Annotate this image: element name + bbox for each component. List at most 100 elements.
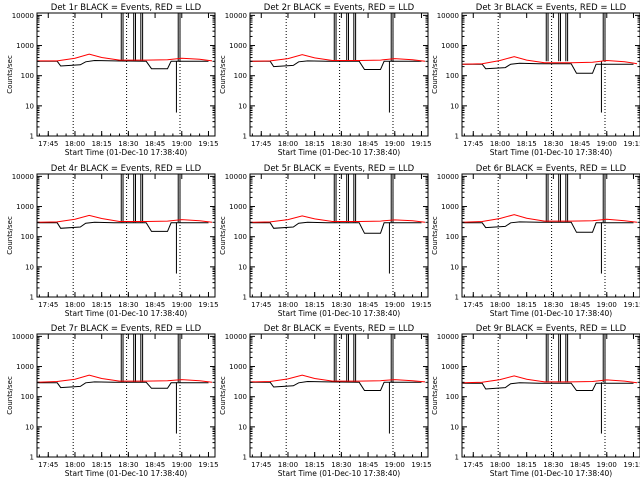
lld-series-line [250,54,426,62]
events-spike [333,13,337,62]
events-spike [120,334,124,383]
x-tick-label: 18:00 [490,301,510,309]
x-tick-label: 18:45 [145,301,165,309]
y-axis-label: Counts/sec [219,55,227,94]
x-tick-label: 19:15 [623,140,640,148]
y-tick-label: 1000 [441,42,459,50]
events-spike [545,13,549,62]
events-spike [545,334,549,383]
x-tick-label: 18:15 [92,301,112,309]
y-tick-label: 1 [455,454,459,462]
y-tick-label: 10000 [12,173,34,181]
x-tick-label: 18:45 [358,461,378,469]
x-axis-label: Start Time (01-Dec-10 17:38:40) [278,148,400,157]
panel-title: Det 4r BLACK = Events, RED = LLD [51,164,202,174]
y-tick-label: 10000 [12,12,34,20]
detector-panel: Det 7r BLACK = Events, RED = LLD 1 10 100 10… [6,324,219,478]
x-tick-label: 18:15 [305,301,325,309]
events-spike [177,334,181,383]
detector-panel: Det 3r BLACK = Events, RED = LLD 1 10 100 10… [431,3,640,157]
events-series-line [37,59,209,70]
x-tick-label: 18:45 [570,301,590,309]
x-tick-label: 19:15 [411,140,431,148]
plot-area [37,174,213,274]
x-tick-label: 18:00 [65,461,85,469]
events-spike [558,174,561,223]
y-axis-label: Counts/sec [431,376,439,415]
x-tick-label: 19:00 [172,140,192,148]
y-tick-label: 10000 [437,333,459,341]
events-spike [353,174,357,223]
events-spike [565,334,569,383]
panel-title: Det 3r BLACK = Events, RED = LLD [476,3,627,13]
plot-frame [36,12,216,137]
y-tick-label: 1000 [441,203,459,211]
events-spike [565,174,569,223]
events-spike [390,13,394,62]
x-axis-label: Start Time (01-Dec-10 17:38:40) [490,469,612,478]
y-tick-label: 10000 [225,333,247,341]
plot-area [462,13,638,113]
detector-panel: Det 4r BLACK = Events, RED = LLD 1 10 100 10… [6,164,219,318]
panel-title: Det 5r BLACK = Events, RED = LLD [264,164,415,174]
x-tick-label: 18:45 [358,301,378,309]
y-tick-label: 1000 [16,363,34,371]
plot-area [462,334,638,434]
x-tick-label: 19:00 [597,461,617,469]
x-tick-label: 18:00 [278,301,298,309]
y-tick-label: 1 [455,133,459,141]
x-tick-label: 18:15 [517,140,537,148]
plot-frame [461,173,640,298]
plot-frame [249,12,429,137]
y-tick-label: 1 [30,454,34,462]
x-tick-label: 18:30 [543,461,563,469]
y-axis-label: Counts/sec [431,216,439,255]
plot-frame [36,333,216,458]
x-tick-label: 19:15 [411,461,431,469]
panel-title: Det 6r BLACK = Events, RED = LLD [476,164,627,174]
x-tick-label: 18:00 [65,140,85,148]
y-tick-label: 1000 [229,203,247,211]
events-series-line [250,60,422,70]
events-spike [333,174,337,223]
y-tick-label: 100 [446,233,459,241]
y-axis-label: Counts/sec [219,216,227,255]
y-tick-label: 100 [234,393,247,401]
x-tick-label: 19:15 [623,301,640,309]
y-tick-label: 100 [446,72,459,80]
detector-panel: Det 9r BLACK = Events, RED = LLD 1 10 100 10… [431,324,640,478]
x-tick-label: 18:15 [305,461,325,469]
x-tick-label: 18:00 [278,140,298,148]
lld-series-line [37,374,213,383]
y-tick-label: 10 [25,263,34,271]
events-spike [133,174,136,223]
y-tick-label: 10000 [12,333,34,341]
y-tick-label: 10 [450,102,459,110]
x-axis-label: Start Time (01-Dec-10 17:38:40) [278,309,400,318]
detector-panel: Det 2r BLACK = Events, RED = LLD 1 10 100 10… [219,3,432,157]
x-tick-label: 18:45 [145,140,165,148]
y-tick-label: 1 [30,133,34,141]
x-axis-label: Start Time (01-Dec-10 17:38:40) [490,309,612,318]
y-tick-label: 10000 [225,12,247,20]
x-tick-label: 18:45 [570,140,590,148]
events-spike [353,13,357,62]
y-tick-label: 1000 [229,363,247,371]
plot-area [250,334,426,434]
plot-area [37,13,213,113]
y-tick-label: 1 [455,294,459,302]
lld-series-line [462,375,638,384]
events-spike [346,334,349,383]
lld-series-line [250,215,426,223]
lld-series-line [37,53,213,62]
events-spike [133,13,136,62]
x-tick-label: 19:15 [198,461,218,469]
x-tick-label: 18:00 [490,140,510,148]
events-series-line [37,381,209,389]
x-tick-label: 18:30 [118,461,138,469]
events-spike [353,334,357,383]
x-tick-label: 18:15 [92,140,112,148]
x-tick-label: 17:45 [251,461,271,469]
events-spike [390,174,394,223]
